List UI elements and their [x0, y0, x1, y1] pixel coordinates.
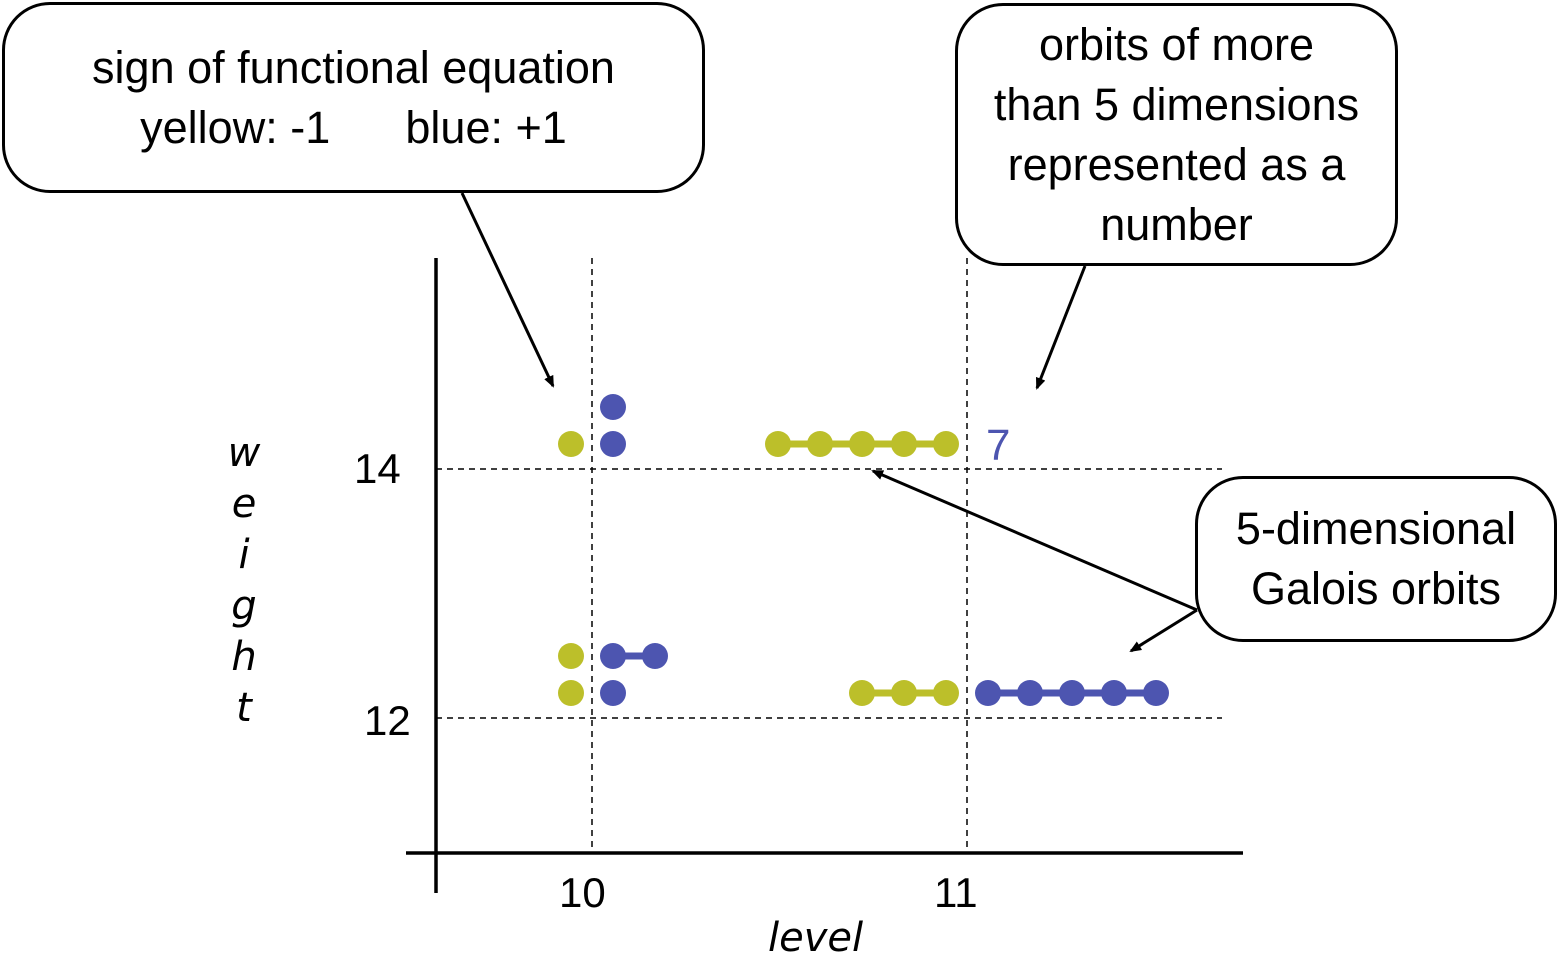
y-axis-letter: e [231, 481, 257, 527]
yellow-orbit-point [891, 431, 917, 457]
sign-callout-title: sign of functional equation [92, 41, 615, 93]
blue-orbit-point [600, 394, 626, 420]
y-tick-label-12: 12 [364, 697, 411, 744]
arrow-orbits-callout [1035, 265, 1087, 390]
galois-callout: 5-dimensional Galois orbits [1195, 476, 1557, 642]
yellow-orbit-point [891, 680, 917, 706]
arrow-galois-to-weight-14 [871, 469, 1198, 612]
y-axis-label: w e i g h t [222, 428, 266, 734]
blue-orbit-point [1059, 680, 1085, 706]
galois-callout-line: 5-dimensional [1235, 503, 1517, 554]
orbits-callout-line: orbits of more [1038, 18, 1315, 70]
sign-callout-yellow: yellow: -1 [140, 101, 331, 153]
yellow-orbit-point [558, 680, 584, 706]
x-tick-label-11: 11 [934, 869, 978, 916]
orbit-marks [558, 394, 1169, 706]
orbits-callout-line: number [1100, 198, 1253, 250]
orbits-callout-line: represented as a [1007, 138, 1346, 190]
y-axis-letter: w [227, 430, 261, 476]
y-axis-letter: g [231, 583, 257, 629]
yellow-orbit-point [807, 431, 833, 457]
blue-orbit-point [1017, 680, 1043, 706]
yellow-orbit-point [558, 643, 584, 669]
yellow-orbit-point [849, 680, 875, 706]
y-tick-label-14: 14 [354, 445, 401, 492]
orbits-callout: orbits of more than 5 dimensions represe… [955, 3, 1398, 266]
arrow-sign-callout [460, 192, 555, 388]
blue-orbit-point [1101, 680, 1127, 706]
blue-orbit-point [600, 643, 626, 669]
orbit-count-label: 7 [986, 421, 1011, 470]
yellow-orbit-point [933, 680, 959, 706]
x-tick-label-10: 10 [559, 869, 606, 916]
blue-orbit-point [1143, 680, 1169, 706]
galois-callout-line: Galois orbits [1250, 563, 1502, 614]
yellow-orbit-point [765, 431, 791, 457]
blue-orbit-point [975, 680, 1001, 706]
yellow-orbit-point [933, 431, 959, 457]
y-axis-letter: h [231, 634, 257, 680]
sign-callout-blue: blue: +1 [405, 101, 567, 153]
y-axis-letter: i [238, 532, 250, 578]
arrow-galois-to-weight-12 [1129, 608, 1198, 653]
orbits-callout-line: than 5 dimensions [993, 78, 1360, 130]
yellow-orbit-point [849, 431, 875, 457]
yellow-orbit-point [558, 431, 584, 457]
blue-orbit-point [600, 680, 626, 706]
sign-callout: sign of functional equation yellow: -1 b… [2, 2, 705, 193]
y-axis-letter: t [236, 685, 252, 731]
blue-orbit-point [600, 431, 626, 457]
blue-orbit-point [642, 643, 668, 669]
x-axis-label: level [768, 915, 864, 961]
